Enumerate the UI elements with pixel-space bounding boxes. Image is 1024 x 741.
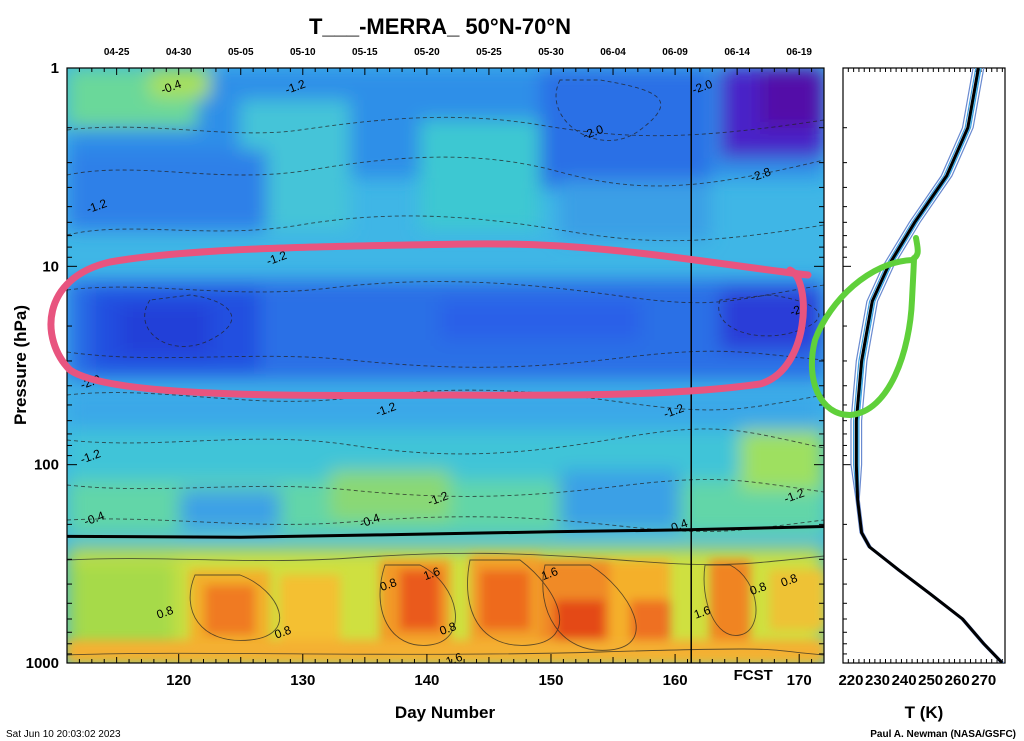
contour-label: -1.2: [85, 196, 110, 216]
x-tick-label: 160: [663, 672, 688, 689]
profile-spread-line: [853, 68, 1002, 663]
top-date-label: 06-19: [786, 47, 812, 58]
contour-labels: -0.4 -1.2-2.0-2.0-2.8-1.2-1.2-2.0-2-1.2 -1…: [78, 77, 807, 669]
contour-label: -1.2: [264, 248, 289, 268]
y-axis-label: Pressure (hPa): [11, 305, 30, 425]
heatmap-field: -0.4 -1.2-2.0-2.0-2.8-1.2-1.2-2.0-2-1.2 -1…: [67, 68, 824, 669]
x-tick-label: 120: [166, 672, 191, 689]
pink-ellipse-annotation: [47, 240, 812, 399]
profile-tick-label: 270: [971, 672, 996, 689]
contour-label: -1.2: [426, 488, 451, 508]
profile-tick-label: 240: [892, 672, 917, 689]
profile-spread-line: [857, 68, 1004, 663]
contour-label: -1.2: [662, 401, 687, 421]
contour-label: -1.2: [283, 77, 308, 97]
contour-label: -1.2: [78, 446, 103, 466]
profile-spread-line: [858, 68, 1005, 663]
x-axis: 120 130 140 150 160 170: [66, 654, 825, 689]
top-date-label: 04-25: [104, 47, 130, 58]
x-tick-label: 170: [787, 672, 812, 689]
profile-frame: [842, 67, 1006, 664]
contour-label: 1.6: [421, 564, 442, 583]
contour-label: -0.4: [159, 77, 184, 97]
top-date-label: 05-15: [352, 47, 378, 58]
forecast-label: FCST: [734, 667, 773, 684]
contour-label: 0.8: [155, 603, 176, 622]
contour-label: 0.8: [748, 579, 769, 598]
y-tick-label: 1000: [26, 655, 59, 672]
profile-tick-label: 260: [945, 672, 970, 689]
top-date-label: 04-30: [166, 47, 192, 58]
top-date-label: 05-25: [476, 47, 502, 58]
profile-x-label: T (K): [905, 703, 944, 722]
top-date-label: 06-14: [724, 47, 750, 58]
contour-label: 0.8: [779, 571, 800, 590]
y-tick-label: 1: [51, 60, 59, 77]
top-date-label: 05-30: [538, 47, 564, 58]
profile-x-axis: 220 230 240 250 260 270: [838, 67, 1003, 689]
contour-label: 1.6: [692, 603, 713, 622]
footer-credit: Paul A. Newman (NASA/GSFC): [870, 729, 1016, 740]
contour-label: -0.4: [358, 510, 383, 530]
profile-tick-label: 220: [838, 672, 863, 689]
profile-spread: [850, 68, 1005, 663]
x-tick-label: 150: [538, 672, 563, 689]
y-tick-label: 10: [42, 258, 59, 275]
contour-label: 0.8: [438, 619, 459, 638]
x-tick-label: 130: [290, 672, 315, 689]
top-date-label: 05-10: [290, 47, 316, 58]
contour-label: -0.4: [82, 508, 107, 528]
contour-label: -2.0: [690, 77, 715, 97]
contour-label: 0.8: [378, 575, 399, 594]
x-tick-label: 140: [414, 672, 439, 689]
contour-label: -2.8: [748, 164, 773, 184]
top-date-label: 06-09: [662, 47, 688, 58]
contour-label: 1.6: [539, 564, 560, 583]
profile-spread-line: [850, 68, 1002, 663]
tropopause-line: [67, 525, 824, 539]
profile-spread-line: [857, 68, 1004, 663]
chart-title: T___-MERRA_ 50°N-70°N: [309, 14, 571, 39]
contour-label: -1.2: [374, 399, 399, 419]
profile-tick-label: 250: [918, 672, 943, 689]
contour-label: 1.6: [444, 650, 465, 669]
green-loop-annotation: [808, 235, 921, 419]
profile-tick-label: 230: [865, 672, 890, 689]
contour-label: -1.2: [782, 486, 807, 506]
contour-label: -2.0: [581, 122, 606, 142]
x-axis-label: Day Number: [395, 703, 496, 722]
contour-label: -2: [788, 302, 803, 319]
top-date-axis: 04-25 04-30 05-05 05-10 05-15 05-20 05-25 05-30…: [66, 47, 825, 75]
top-date-label: 06-04: [600, 47, 626, 58]
contour-label: 0.8: [273, 623, 294, 642]
profile-mean-line: [854, 68, 1004, 663]
y-tick-label: 100: [34, 457, 59, 474]
footer-timestamp: Sat Jun 10 20:03:02 2023: [6, 729, 121, 740]
top-date-label: 05-05: [228, 47, 254, 58]
top-date-label: 05-20: [414, 47, 440, 58]
y-axis: 1 10 100 1000: [26, 60, 824, 672]
